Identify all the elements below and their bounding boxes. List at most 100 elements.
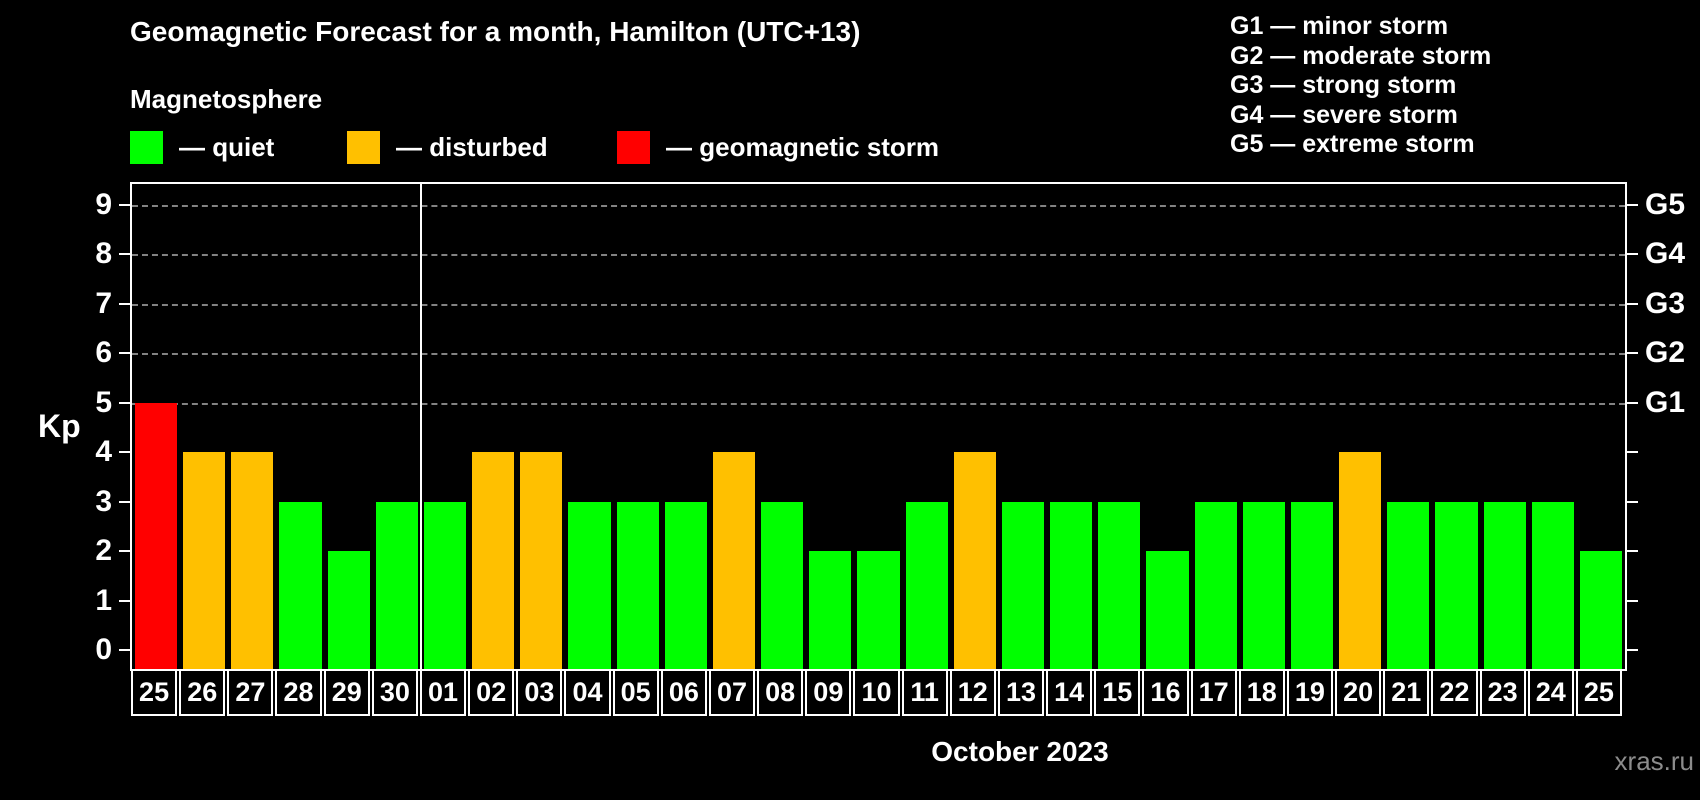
kp-bar-day-20 (1339, 452, 1382, 669)
left-tick-mark (119, 203, 130, 206)
kp-bar-day-06 (664, 501, 707, 669)
day-label-cell: 10 (853, 669, 900, 716)
day-label-cell: 05 (612, 669, 659, 716)
kp-bar-day-23 (1483, 501, 1526, 669)
quiet-color-swatch-icon (130, 131, 163, 164)
day-label-cell: 01 (419, 669, 467, 716)
right-tick-mark (1627, 352, 1638, 354)
day-label-cell: 06 (660, 669, 707, 716)
day-label-cell: 25 (1575, 669, 1622, 716)
left-tick-mark (119, 401, 130, 404)
kp-bar-day-17 (1194, 501, 1237, 669)
left-tick-mark (119, 500, 130, 503)
day-label-cell: 25 (131, 669, 178, 716)
g-legend-line-4: G4 — severe storm (1230, 100, 1458, 129)
kp-bar-day-04 (568, 501, 611, 669)
g-axis-label-g1: G1 (1645, 385, 1686, 419)
plot-area (130, 182, 1627, 671)
left-tick-mark (119, 599, 130, 602)
legend-item-storm: — geomagnetic storm (617, 131, 939, 164)
y-tick-label-5: 5 (95, 385, 112, 419)
right-tick-mark (1627, 203, 1638, 206)
y-tick-label-9: 9 (95, 187, 112, 221)
kp-bar-day-12 (953, 452, 996, 669)
day-label-cell: 20 (1335, 669, 1382, 716)
day-label-cell: 03 (516, 669, 563, 716)
right-tick-mark (1627, 599, 1638, 602)
legend-item-label: — geomagnetic storm (666, 132, 940, 162)
kp-bar-day-25 (1579, 551, 1622, 669)
left-tick-mark (119, 253, 130, 255)
y-tick-label-0: 0 (95, 633, 112, 666)
g-legend-line-1: G1 — minor storm (1230, 12, 1449, 40)
gridline-kp-8 (132, 254, 1625, 256)
left-tick-mark (119, 550, 130, 552)
g-legend-line-5: G5 — extreme storm (1230, 130, 1475, 158)
y-tick-label-1: 1 (95, 583, 112, 617)
legend-item-quiet: — quiet (130, 131, 274, 164)
y-tick-label-7: 7 (95, 286, 112, 320)
kp-bar-day-14 (1050, 501, 1093, 669)
right-tick-mark (1627, 401, 1638, 404)
right-tick-mark (1627, 253, 1638, 255)
day-label-cell: 16 (1142, 669, 1189, 716)
y-tick-label-6: 6 (95, 336, 112, 369)
kp-bar-day-22 (1435, 501, 1478, 669)
day-label-cell: 24 (1527, 669, 1574, 716)
day-label-cell: 30 (371, 669, 418, 716)
watermark: xras.ru (1614, 746, 1694, 776)
kp-bar-day-26 (183, 452, 226, 669)
storm-color-swatch-icon (617, 131, 650, 164)
day-label-cell: 09 (805, 669, 852, 716)
day-label-cell: 15 (1094, 669, 1141, 716)
left-tick-mark (119, 451, 130, 453)
kp-bar-day-09 (809, 551, 852, 669)
kp-bar-day-18 (1242, 501, 1285, 669)
month-separator-line (419, 184, 422, 669)
kp-bar-day-24 (1531, 501, 1574, 669)
right-tick-mark (1627, 649, 1638, 651)
kp-bar-day-11 (905, 501, 948, 669)
gridline-kp-9 (132, 204, 1625, 207)
kp-bar-day-07 (712, 452, 756, 669)
kp-bar-day-29 (327, 551, 370, 669)
g-legend-line-3: G3 — strong storm (1230, 71, 1457, 99)
kp-bar-day-13 (1001, 501, 1045, 669)
day-label-cell: 26 (179, 669, 226, 716)
day-label-cell: 22 (1431, 669, 1478, 716)
g-scale-legend: G1 — minor storm G2 — moderate storm G3 — … (1230, 12, 1491, 160)
kp-bar-day-19 (1290, 501, 1334, 669)
x-axis-title: October 2023 (931, 736, 1109, 767)
day-label-cell: 02 (468, 669, 515, 716)
disturbed-color-swatch-icon (347, 131, 380, 164)
day-label-cell: 29 (323, 669, 370, 716)
legend-item-label: — disturbed (396, 132, 548, 162)
day-label-cell: 21 (1383, 669, 1430, 716)
kp-bar-day-28 (279, 501, 322, 669)
left-tick-mark (119, 302, 130, 305)
gridline-kp-7 (132, 303, 1625, 306)
kp-color-legend: — quiet — disturbed — geomagnetic storm (130, 131, 1030, 167)
day-label-cell: 07 (708, 669, 756, 716)
day-label-cell: 08 (757, 669, 804, 716)
g-axis-label-g5: G5 (1645, 187, 1686, 221)
day-label-cell: 28 (275, 669, 322, 716)
y-tick-label-2: 2 (95, 534, 112, 567)
kp-bar-day-30 (375, 501, 418, 669)
magnetosphere-label: Magnetosphere (130, 84, 323, 114)
left-tick-mark (119, 649, 130, 651)
g-legend-line-2: G2 — moderate storm (1230, 41, 1492, 70)
kp-bar-day-15 (1098, 501, 1141, 669)
day-label-cell: 04 (564, 669, 611, 716)
day-label-cell: 13 (997, 669, 1045, 716)
day-label-cell: 18 (1238, 669, 1285, 716)
day-label-cell: 12 (949, 669, 996, 716)
day-label-cell: 19 (1286, 669, 1334, 716)
kp-bar-day-27 (231, 452, 274, 669)
y-tick-label-8: 8 (95, 237, 112, 270)
y-tick-label-4: 4 (95, 435, 112, 468)
kp-bar-day-02 (472, 452, 515, 669)
day-label-cell: 27 (227, 669, 274, 716)
g-axis-label-g3: G3 (1645, 286, 1686, 320)
g-axis-label-g4: G4 (1645, 237, 1686, 270)
